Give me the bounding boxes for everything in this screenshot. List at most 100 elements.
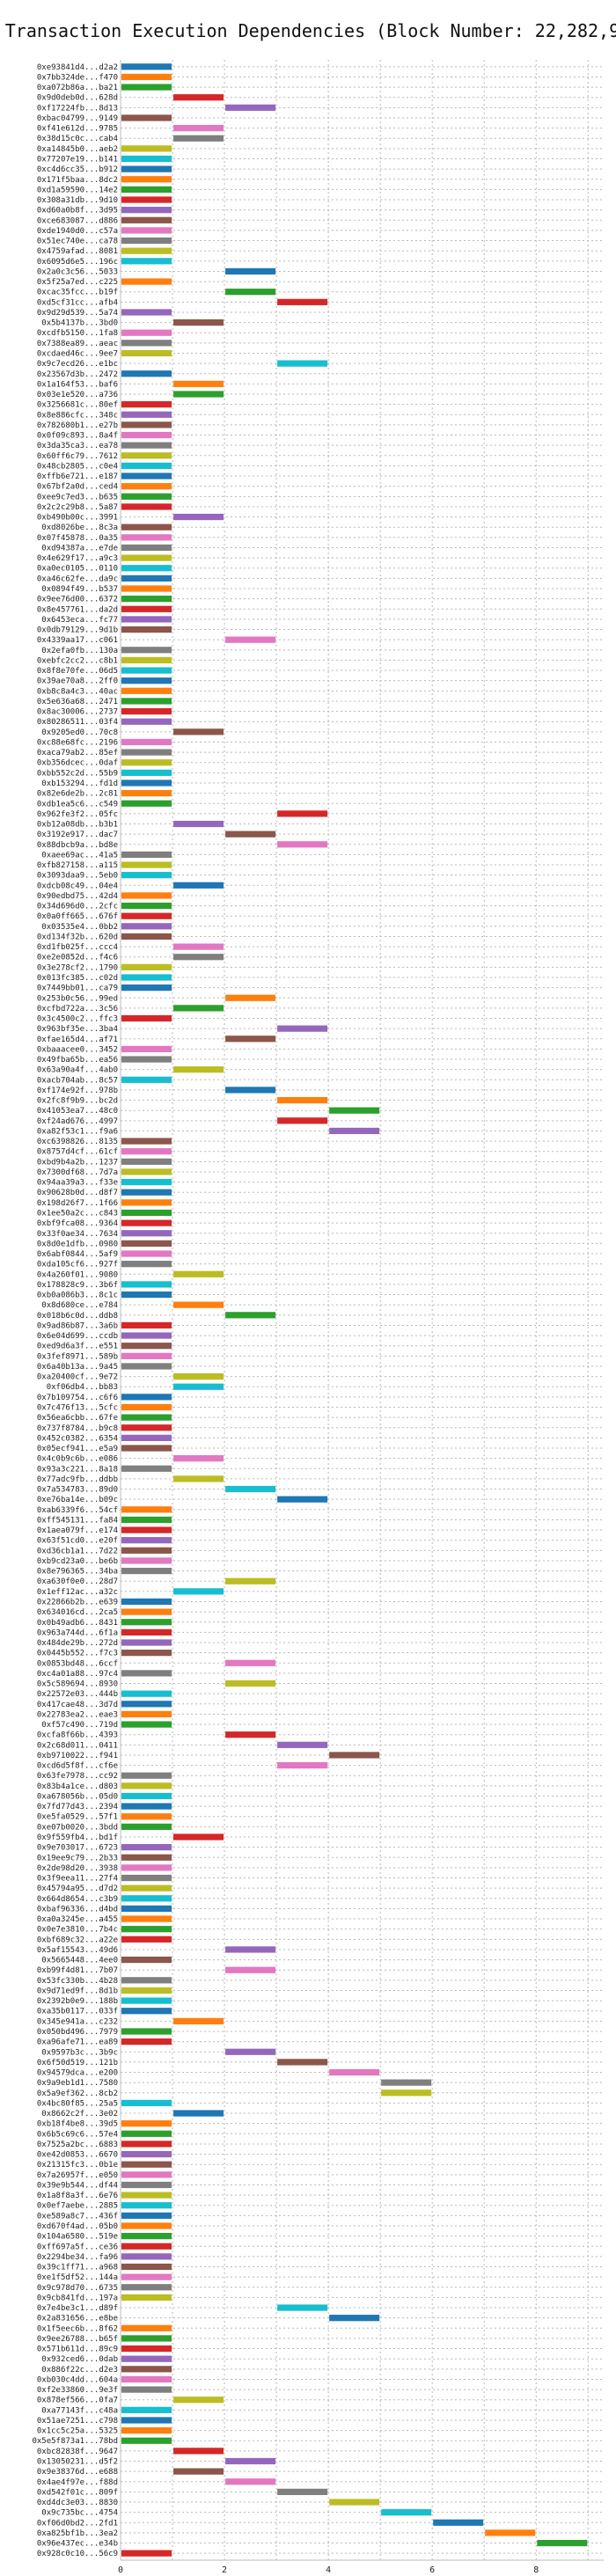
execution-bar: [121, 1014, 172, 1022]
x-tick-label: 2: [222, 2565, 227, 2575]
y-tick-label: 0xcfa8f66b...4393: [37, 1731, 118, 1740]
y-tick-label: 0x7e4be3c1...d89f: [37, 2304, 118, 2313]
execution-bar: [173, 2110, 224, 2117]
y-tick-label: 0x9ee26788...b65f: [37, 2335, 118, 2344]
y-tick-label: 0x38d15c0c...cab4: [37, 135, 118, 143]
execution-bar: [173, 1833, 224, 1841]
y-tick-label: 0x7a534783...89d0: [37, 1486, 118, 1495]
execution-bar: [121, 2550, 172, 2557]
execution-bar: [121, 431, 172, 439]
y-tick-label: 0xe42d0853...6670: [37, 2151, 118, 2160]
execution-bar: [121, 1598, 172, 1606]
execution-bar: [121, 1291, 172, 1299]
execution-bar: [485, 2529, 536, 2536]
execution-bar: [121, 718, 172, 725]
y-tick-label: 0x8f8e70fe...06d5: [37, 667, 118, 676]
execution-bar: [121, 2406, 172, 2413]
execution-bar: [121, 1772, 172, 1779]
y-tick-label: 0xc6398826...8135: [37, 1138, 118, 1146]
execution-bar: [121, 1343, 172, 1350]
y-tick-label: 0xa630f0e0...28d7: [37, 1577, 118, 1586]
bar-group: [121, 63, 588, 2557]
y-tick-label: 0x963a744d...6f1a: [37, 1628, 118, 1637]
execution-bar: [121, 534, 172, 541]
y-tick-label: 0x3f9eea11...27f4: [37, 1875, 118, 1884]
execution-bar: [121, 1721, 172, 1728]
execution-bar: [173, 318, 224, 326]
y-tick-label: 0x0e7e3810...7b4c: [37, 1926, 118, 1935]
execution-bar: [225, 2457, 276, 2465]
execution-bar: [173, 1301, 224, 1308]
y-tick-label: 0xd1fb025f...ccc4: [37, 943, 118, 952]
y-tick-label: 0x928c0c10...56c9: [37, 2550, 118, 2558]
execution-bar: [121, 544, 172, 552]
execution-bar: [121, 1148, 172, 1155]
execution-bar: [121, 1158, 172, 1165]
execution-bar: [329, 2499, 380, 2506]
execution-bar: [173, 882, 224, 889]
y-tick-label: 0xd94387a...e7de: [41, 544, 118, 553]
execution-bar: [277, 1025, 328, 1032]
y-tick-label: 0x1cc5c25a...5325: [37, 2427, 118, 2436]
y-tick-label: 0xb0a086b3...8c1c: [37, 1292, 118, 1300]
y-tick-label: 0x7c476f13...5cfc: [37, 1403, 118, 1412]
y-tick-label: 0xf57c490...719d: [41, 1721, 118, 1730]
y-tick-label: 0x452c0382...6354: [37, 1434, 118, 1443]
y-tick-label: 0xb030c4dd...604a: [37, 2375, 118, 2384]
y-tick-label: 0xcac35fcc...b19f: [37, 289, 118, 297]
execution-bar: [173, 1005, 224, 1012]
y-tick-label: 0x963bf35e...3ba4: [37, 1025, 118, 1034]
execution-bar: [277, 841, 328, 848]
y-tick-label: 0x93a3c221...8a18: [37, 1465, 118, 1474]
y-tick-label: 0x3e278cf2...1790: [37, 963, 118, 972]
execution-bar: [121, 656, 172, 664]
y-tick-label: 0x6abf0844...5af9: [37, 1250, 118, 1259]
execution-bar: [121, 73, 172, 81]
execution-bar: [121, 2366, 172, 2373]
execution-bar: [121, 1895, 172, 1902]
execution-bar: [121, 340, 172, 347]
execution-bar: [121, 1424, 172, 1431]
y-tick-label: 0x8d0e1dfb...0980: [37, 1240, 118, 1248]
y-tick-label: 0x253b0c56...99ed: [37, 994, 118, 1003]
y-tick-label: 0x8757d4cf...61cf: [37, 1148, 118, 1157]
y-tick-label: 0xcd6d5f8f...cf6e: [37, 1762, 118, 1771]
y-tick-label: 0xcdaed46c...9ee7: [37, 349, 118, 358]
execution-bar: [121, 1321, 172, 1329]
y-tick-label: 0x9d29d539...5a74: [37, 309, 118, 318]
y-tick-label: 0xf41e612d...9785: [37, 125, 118, 134]
y-tick-label: 0x2c68d011...0411: [37, 1741, 118, 1750]
y-tick-label: 0xb99f4d81...7b07: [37, 1966, 118, 1975]
execution-bar: [121, 1987, 172, 1994]
y-tick-label: 0xbf689c32...a22e: [37, 1936, 118, 1944]
y-tick-label: 0x22783ea2...eae3: [37, 1710, 118, 1719]
execution-bar: [121, 2345, 172, 2353]
execution-bar: [173, 728, 224, 735]
execution-bar: [121, 84, 172, 91]
execution-bar: [121, 1230, 172, 1237]
y-tick-label: 0x94aa39a3...f33e: [37, 1179, 118, 1188]
y-tick-label: 0x4e629f17...a9c3: [37, 554, 118, 563]
execution-bar: [121, 677, 172, 684]
y-tick-label: 0x9e703017...6723: [37, 1844, 118, 1853]
y-tick-label: 0x94579dca...e200: [37, 2069, 118, 2078]
y-tick-label: 0xdcb08c49...04e4: [37, 882, 118, 890]
execution-bar: [225, 1485, 276, 1493]
execution-bar: [121, 278, 172, 285]
execution-bar: [121, 1639, 172, 1646]
execution-bar: [121, 2417, 172, 2424]
y-tick-label: 0xa77143f...c48a: [41, 2406, 118, 2415]
y-tick-label: 0x7300df68...7d7a: [37, 1168, 118, 1177]
execution-bar: [225, 1312, 276, 1319]
execution-bar: [121, 933, 172, 940]
y-tick-label: 0xbaaacee0...3452: [37, 1045, 118, 1054]
y-tick-label: 0xbf9fca08...9364: [37, 1219, 118, 1228]
execution-bar: [121, 2427, 172, 2434]
y-tick-label: 0xbd9b4a2b...1237: [37, 1158, 118, 1167]
y-tick-label: 0xbac04799...9149: [37, 114, 118, 123]
y-tick-label: 0x4bc80f85...25a5: [37, 2099, 118, 2108]
y-tick-label: 0x6a40b13a...9a45: [37, 1363, 118, 1372]
execution-bar: [225, 104, 276, 111]
y-tick-label: 0x51ae7251...c798: [37, 2417, 118, 2426]
execution-bar: [225, 1731, 276, 1738]
